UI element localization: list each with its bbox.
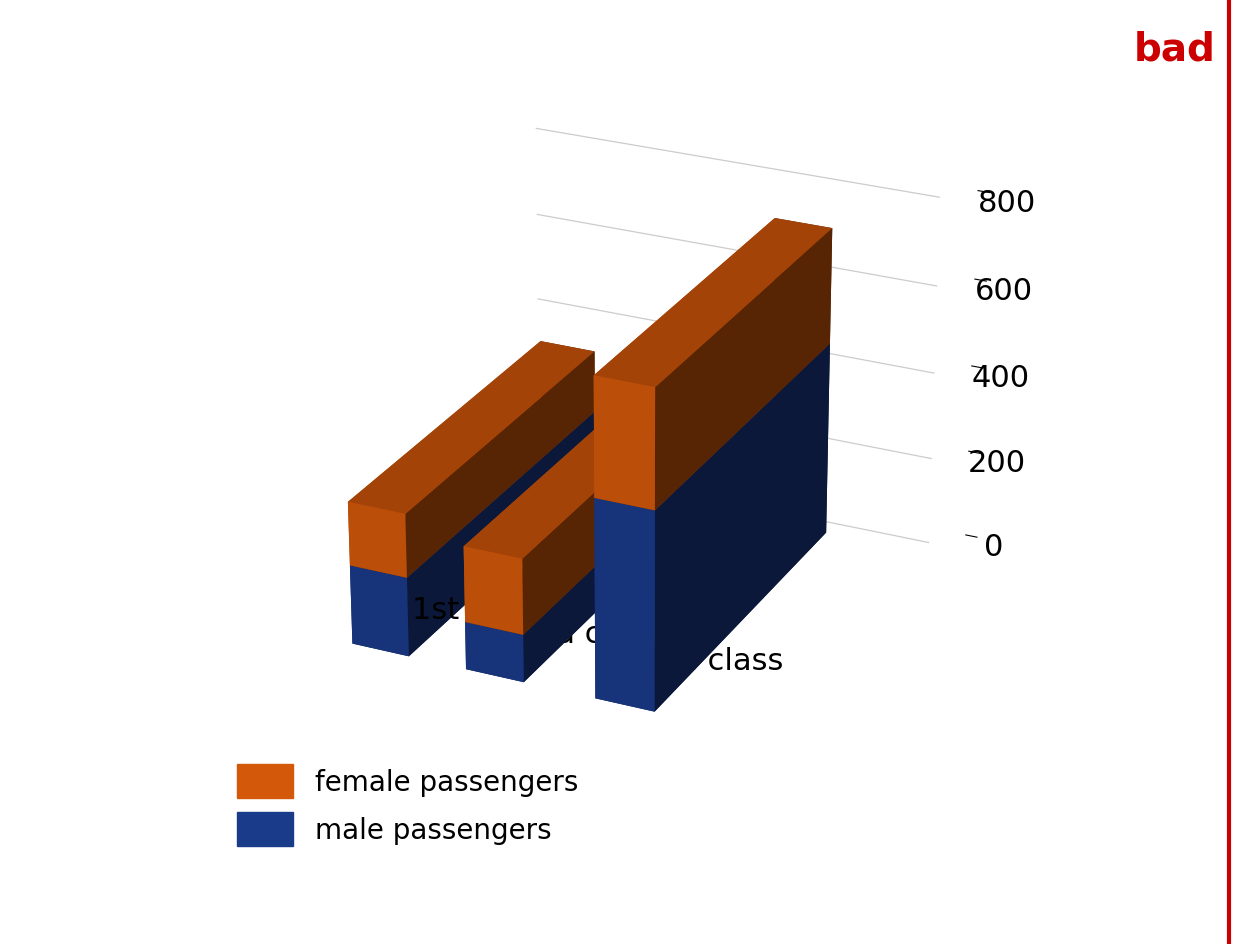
- Text: bad: bad: [1134, 30, 1216, 68]
- Legend: female passengers, male passengers: female passengers, male passengers: [227, 753, 590, 857]
